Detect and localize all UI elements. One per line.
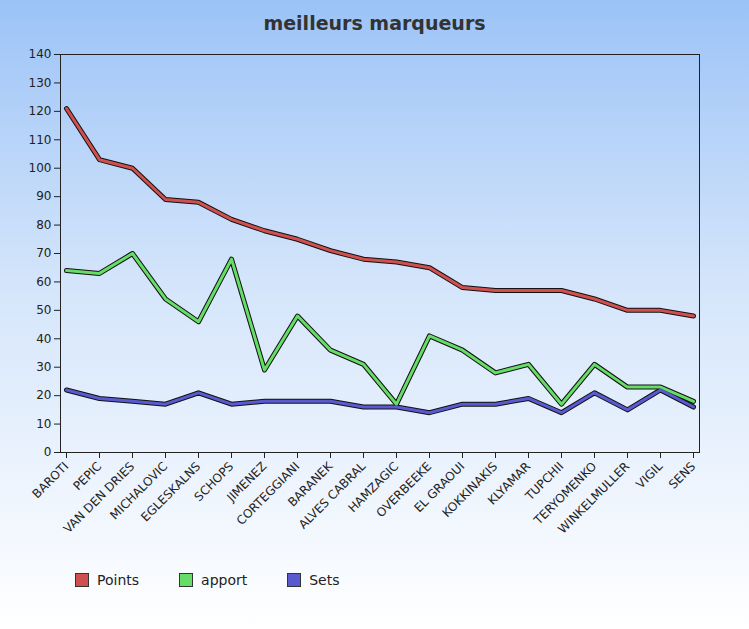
svg-text:140: 140 [29,47,52,61]
svg-text:40: 40 [36,332,51,346]
svg-text:EGLESKALNS: EGLESKALNS [138,459,204,525]
svg-text:90: 90 [36,189,51,203]
html-text:Sets: Sets [309,572,340,588]
svg-text:WINKELMULLER: WINKELMULLER [555,459,632,536]
svg-text:30: 30 [36,360,51,374]
html-text:Points: Points [97,572,140,588]
svg-text:PEPIC: PEPIC [70,459,105,494]
svg-text:TERYOMENKO: TERYOMENKO [531,459,600,528]
svg-text:KLYAMAR: KLYAMAR [485,459,533,507]
svg-text:120: 120 [29,104,52,118]
svg-text:ALVES CABRAL: ALVES CABRAL [295,459,369,532]
svg-text:KOKKINAKIS: KOKKINAKIS [439,459,500,520]
svg-text:SENS: SENS [666,459,698,491]
svg-text:50: 50 [36,303,51,317]
svg-text:100: 100 [29,161,52,175]
svg-text:BARANEK: BARANEK [285,459,336,510]
svg-text:SCHOPS: SCHOPS [191,459,237,504]
svg-text:80: 80 [36,218,51,232]
html-text:apport: apport [201,572,248,588]
svg-text:CORTEGGIANI: CORTEGGIANI [233,459,303,528]
svg-text:0: 0 [44,445,52,459]
svg-text:MICHALOVIC: MICHALOVIC [107,459,171,523]
svg-text:20: 20 [36,388,51,402]
svg-text:10: 10 [36,417,51,431]
svg-text:TUPCHII: TUPCHII [522,459,567,503]
svg-text:60: 60 [36,275,51,289]
svg-text:HAMZAGIC: HAMZAGIC [345,459,402,516]
svg-text:OVERBEEKE: OVERBEEKE [373,459,435,521]
svg-text:70: 70 [36,246,51,260]
svg-text:VIGIL: VIGIL [633,459,665,491]
svg-text:BAROTI: BAROTI [30,459,72,501]
svg-text:EL GRAOUI: EL GRAOUI [411,459,468,516]
svg-text:130: 130 [29,76,52,90]
html-text:meilleurs marqueurs: meilleurs marqueurs [263,12,486,34]
svg-text:110: 110 [29,133,52,147]
svg-text:JIMENEZ: JIMENEZ [224,459,270,505]
svg-text:VAN DEN DRIES: VAN DEN DRIES [60,459,138,536]
